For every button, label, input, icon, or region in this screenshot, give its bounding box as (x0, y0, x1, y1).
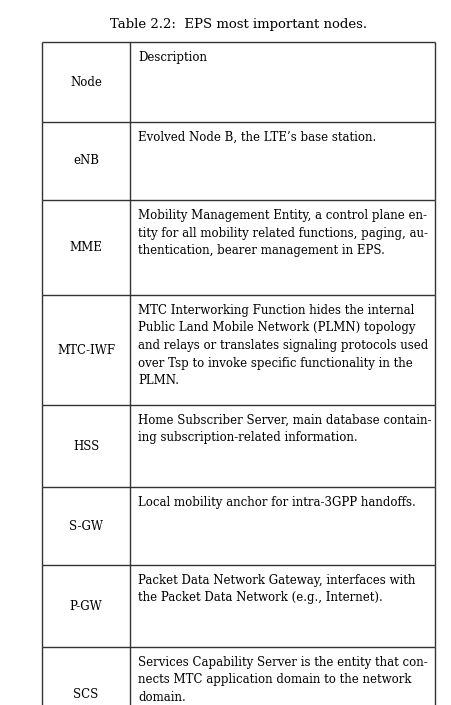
Text: SCS: SCS (74, 688, 99, 701)
Text: Description: Description (138, 51, 207, 64)
Text: Packet Data Network Gateway, interfaces with
the Packet Data Network (e.g., Inte: Packet Data Network Gateway, interfaces … (138, 574, 415, 604)
Text: HSS: HSS (73, 439, 99, 453)
Text: Services Capability Server is the entity that con-
nects MTC application domain : Services Capability Server is the entity… (138, 656, 428, 704)
Text: Node: Node (70, 75, 102, 89)
Text: eNB: eNB (73, 154, 99, 168)
Text: Home Subscriber Server, main database contain-
ing subscription-related informat: Home Subscriber Server, main database co… (138, 414, 432, 444)
Text: Mobility Management Entity, a control plane en-
tity for all mobility related fu: Mobility Management Entity, a control pl… (138, 209, 428, 257)
Text: Table 2.2:  EPS most important nodes.: Table 2.2: EPS most important nodes. (110, 18, 367, 31)
Text: MME: MME (69, 241, 102, 254)
Text: Evolved Node B, the LTE’s base station.: Evolved Node B, the LTE’s base station. (138, 131, 376, 144)
Text: Local mobility anchor for intra-3GPP handoffs.: Local mobility anchor for intra-3GPP han… (138, 496, 416, 509)
Text: MTC-IWF: MTC-IWF (57, 343, 115, 357)
Text: MTC Interworking Function hides the internal
Public Land Mobile Network (PLMN) t: MTC Interworking Function hides the inte… (138, 304, 428, 387)
Text: P-GW: P-GW (69, 599, 102, 613)
Text: S-GW: S-GW (69, 520, 103, 532)
